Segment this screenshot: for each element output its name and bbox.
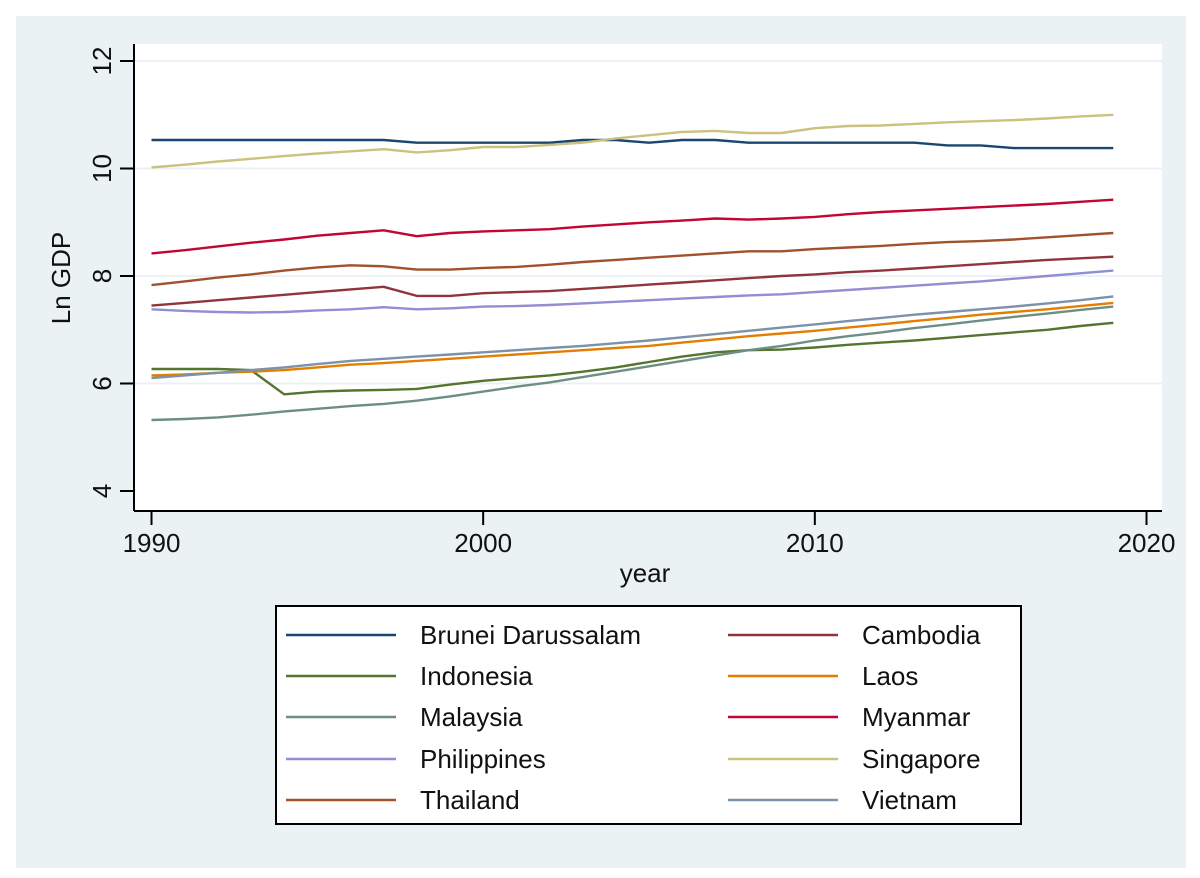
x-tick-label-2020: 2020 xyxy=(1118,528,1176,558)
series-line-laos xyxy=(151,301,1114,377)
series-line-myanmar xyxy=(151,198,1114,255)
legend-label-vietnam: Vietnam xyxy=(862,785,957,815)
x-tick-label-1990: 1990 xyxy=(123,528,181,558)
series-line-malaysia xyxy=(151,305,1114,422)
gridlines xyxy=(134,60,1162,385)
series-line-singapore xyxy=(151,113,1114,169)
legend-label-indonesia: Indonesia xyxy=(420,661,533,691)
series-line-vietnam xyxy=(151,295,1114,380)
legend-label-brunei-darussalam: Brunei Darussalam xyxy=(420,620,641,650)
y-tick-label-4: 4 xyxy=(87,484,117,498)
series-line-cambodia xyxy=(151,255,1114,307)
y-axis-title: Ln GDP xyxy=(46,232,76,325)
chart-background: 4 6 8 10 12 1990 2000 2010 2020 year Ln GDP Brun… xyxy=(16,16,1186,868)
legend-label-laos: Laos xyxy=(862,661,918,691)
chart: 4 6 8 10 12 1990 2000 2010 2020 year Ln GDP Brun… xyxy=(46,44,1175,825)
legend-label-myanmar: Myanmar xyxy=(862,702,971,732)
series-lines xyxy=(151,113,1114,422)
legend-label-singapore: Singapore xyxy=(862,744,981,774)
axis-ticks: 4 6 8 10 12 1990 2000 2010 2020 xyxy=(87,47,1175,558)
series-line-philippines xyxy=(151,269,1114,314)
legend-label-philippines: Philippines xyxy=(420,744,546,774)
legend-label-thailand: Thailand xyxy=(420,785,520,815)
x-axis-title: year xyxy=(620,558,671,588)
y-tick-label-6: 6 xyxy=(87,376,117,390)
legend-box xyxy=(275,605,1022,825)
y-tick-label-10: 10 xyxy=(87,154,117,183)
legend-label-malaysia: Malaysia xyxy=(420,702,523,732)
y-tick-label-12: 12 xyxy=(87,47,117,76)
plot-area xyxy=(134,44,1162,511)
legend-label-cambodia: Cambodia xyxy=(862,620,981,650)
x-tick-label-2010: 2010 xyxy=(786,528,844,558)
legend: Brunei Darussalam Cambodia Indonesia Laos Ma… xyxy=(286,620,981,815)
x-tick-label-2000: 2000 xyxy=(454,528,512,558)
series-line-indonesia xyxy=(151,321,1114,396)
series-line-brunei-darussalam xyxy=(151,138,1114,150)
y-tick-label-8: 8 xyxy=(87,269,117,283)
series-line-thailand xyxy=(151,231,1114,287)
